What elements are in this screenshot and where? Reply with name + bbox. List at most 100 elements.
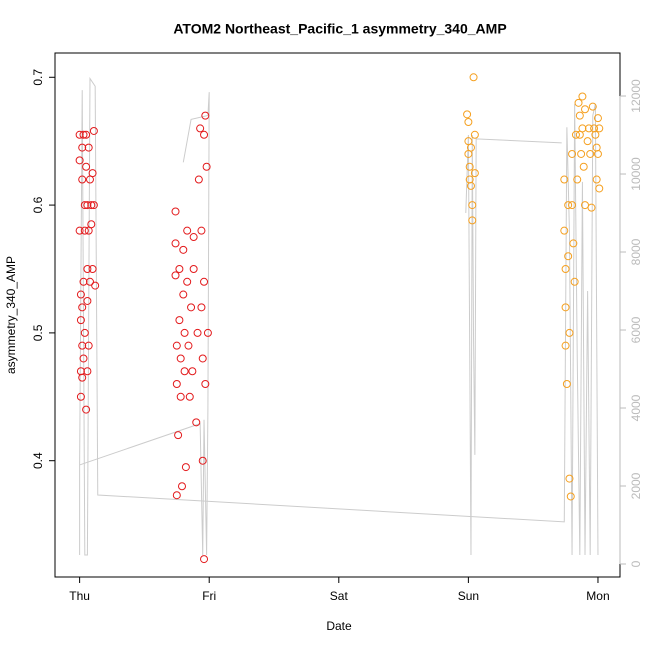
point bbox=[568, 149, 577, 158]
point bbox=[175, 316, 184, 325]
point bbox=[470, 169, 479, 178]
point bbox=[564, 201, 573, 210]
point bbox=[76, 392, 85, 401]
point bbox=[188, 367, 197, 376]
point bbox=[583, 137, 592, 146]
point bbox=[76, 290, 85, 299]
point bbox=[578, 92, 587, 101]
point bbox=[176, 392, 185, 401]
point bbox=[91, 281, 100, 290]
point bbox=[185, 392, 194, 401]
point bbox=[75, 226, 84, 235]
point bbox=[561, 264, 570, 273]
point bbox=[88, 169, 97, 178]
point bbox=[573, 175, 582, 184]
point bbox=[171, 239, 180, 248]
point bbox=[593, 149, 602, 158]
point bbox=[171, 207, 180, 216]
point bbox=[84, 143, 93, 152]
point bbox=[577, 149, 586, 158]
point bbox=[561, 341, 570, 350]
point bbox=[187, 303, 196, 312]
point bbox=[565, 474, 574, 483]
point bbox=[189, 264, 198, 273]
point bbox=[180, 328, 189, 337]
point bbox=[177, 482, 186, 491]
point bbox=[200, 130, 209, 139]
point bbox=[174, 431, 183, 440]
point bbox=[83, 264, 92, 273]
point bbox=[470, 130, 479, 139]
y2-tick-label: 12000 bbox=[629, 79, 643, 113]
y2-tick-label: 0 bbox=[629, 560, 643, 567]
point bbox=[560, 175, 569, 184]
point bbox=[179, 245, 188, 254]
point bbox=[83, 367, 92, 376]
point bbox=[193, 328, 202, 337]
point bbox=[464, 118, 473, 127]
point bbox=[184, 341, 193, 350]
point bbox=[595, 184, 604, 193]
point bbox=[189, 233, 198, 242]
point bbox=[201, 111, 210, 120]
point bbox=[591, 130, 600, 139]
point bbox=[84, 341, 93, 350]
x-axis-label: Date bbox=[326, 619, 352, 633]
y2-tick-label: 6000 bbox=[629, 316, 643, 343]
point bbox=[463, 110, 472, 119]
point bbox=[83, 296, 92, 305]
y-axis-label: asymmetry_340_AMP bbox=[4, 256, 18, 374]
x-tick-label: Fri bbox=[202, 589, 216, 603]
point bbox=[88, 264, 97, 273]
point bbox=[79, 130, 88, 139]
y-tick-label: 0.7 bbox=[31, 69, 45, 86]
x-tick-label: Sun bbox=[458, 589, 479, 603]
x-tick-label: Sat bbox=[330, 589, 349, 603]
point bbox=[465, 162, 474, 171]
secondary-line bbox=[79, 92, 210, 556]
point bbox=[565, 328, 574, 337]
point bbox=[197, 226, 206, 235]
point bbox=[75, 130, 84, 139]
y-tick-label: 0.6 bbox=[31, 196, 45, 213]
point bbox=[87, 220, 96, 229]
point bbox=[201, 380, 210, 389]
y2-tick-label: 10000 bbox=[629, 157, 643, 191]
point bbox=[181, 463, 190, 472]
point bbox=[197, 303, 206, 312]
point bbox=[198, 456, 207, 465]
point bbox=[203, 328, 212, 337]
point bbox=[89, 201, 98, 210]
point bbox=[194, 175, 203, 184]
point bbox=[202, 162, 211, 171]
point bbox=[175, 264, 184, 273]
point bbox=[587, 203, 596, 212]
point bbox=[172, 341, 181, 350]
point bbox=[579, 162, 588, 171]
point bbox=[561, 303, 570, 312]
point bbox=[176, 354, 185, 363]
point bbox=[172, 380, 181, 389]
x-tick-label: Mon bbox=[586, 589, 609, 603]
point bbox=[172, 491, 181, 500]
point bbox=[581, 105, 590, 114]
point bbox=[466, 181, 475, 190]
point bbox=[80, 201, 89, 210]
point bbox=[179, 290, 188, 299]
point bbox=[592, 175, 601, 184]
point bbox=[80, 226, 89, 235]
point bbox=[466, 143, 475, 152]
point bbox=[82, 405, 91, 414]
point bbox=[79, 277, 88, 286]
y2-tick-label: 8000 bbox=[629, 238, 643, 265]
point bbox=[78, 175, 87, 184]
y2-tick-label: 4000 bbox=[629, 394, 643, 421]
point bbox=[82, 130, 91, 139]
point bbox=[571, 130, 580, 139]
point bbox=[569, 239, 578, 248]
point bbox=[76, 316, 85, 325]
y-tick-label: 0.5 bbox=[31, 324, 45, 341]
point bbox=[78, 143, 87, 152]
